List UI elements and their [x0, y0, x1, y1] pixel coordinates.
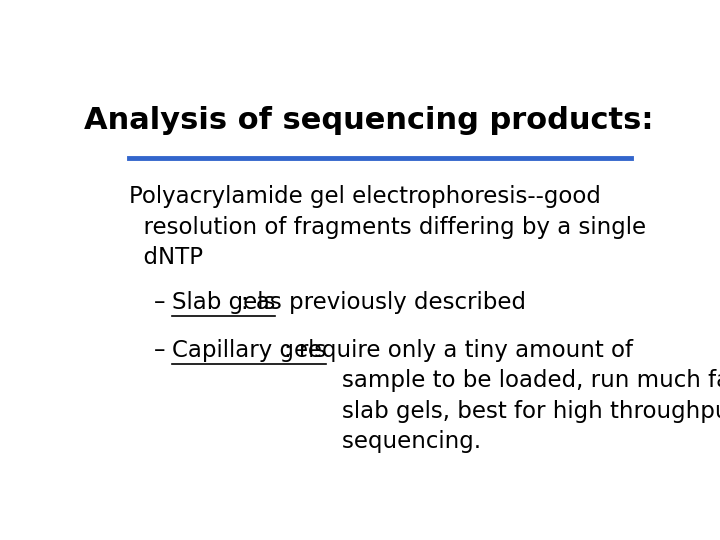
Text: –: –: [154, 292, 173, 314]
Text: Analysis of sequencing products:: Analysis of sequencing products:: [84, 106, 654, 136]
Text: : as previously described: : as previously described: [241, 292, 526, 314]
Text: Capillary gels: Capillary gels: [172, 339, 326, 362]
Text: –: –: [154, 339, 173, 362]
Text: : require only a tiny amount of
        sample to be loaded, run much faster tha: : require only a tiny amount of sample t…: [284, 339, 720, 453]
Text: Polyacrylamide gel electrophoresis--good
  resolution of fragments differing by : Polyacrylamide gel electrophoresis--good…: [129, 185, 646, 269]
Text: Slab gels: Slab gels: [172, 292, 276, 314]
